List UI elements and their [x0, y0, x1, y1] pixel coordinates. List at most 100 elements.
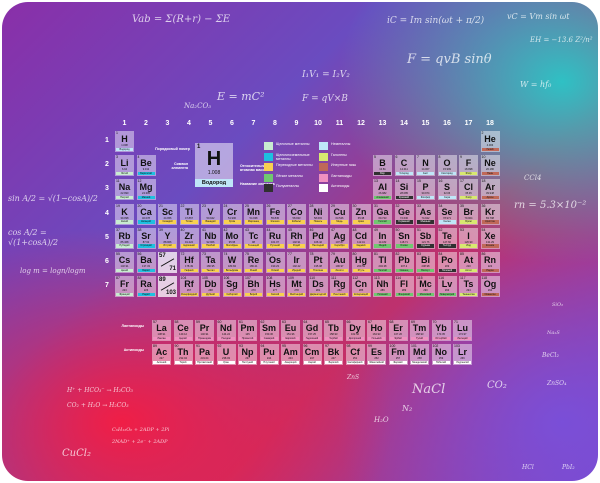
formula-doodle: sin A/2 = √(1−cosA)/2 — [8, 194, 98, 203]
atomic-number: 80 — [352, 252, 357, 256]
element-name: Теннессин — [460, 292, 477, 297]
legend-swatch — [319, 142, 328, 150]
atomic-mass: 55.845 — [271, 216, 279, 220]
formula-doodle: F = qV×B — [302, 94, 348, 104]
element-cell: 111 Rg 282 Рентгений — [330, 276, 349, 298]
atomic-mass: 293 — [444, 289, 450, 293]
atomic-mass: 9.012 — [142, 168, 150, 172]
element-cell: 70 Yb 173.05 Иттербий — [431, 320, 451, 341]
element-cell: 83 Bi 208.98 Висмут — [416, 252, 435, 273]
element-symbol: Mo — [225, 230, 239, 241]
element-symbol: Sn — [398, 230, 410, 241]
atomic-mass: 118.71 — [400, 240, 408, 244]
element-symbol: Mg — [139, 182, 153, 193]
element-name: Эйнштейний — [368, 360, 385, 364]
element-name: Эрбий — [389, 336, 407, 340]
atomic-mass: 251 — [352, 357, 358, 360]
atomic-number: 24 — [223, 203, 228, 208]
element-name: Теллур — [438, 244, 456, 248]
element-symbol: F — [465, 158, 472, 169]
element-cell: 4 Be 9.012 Бериллий — [136, 155, 156, 177]
element-symbol: Ds — [312, 279, 324, 290]
element-cell: 27 Co 58.933 Кобальт — [287, 203, 306, 225]
element-name: Иридий — [288, 268, 305, 272]
atomic-mass: 20.180 — [486, 168, 494, 172]
atomic-mass: 79.904 — [464, 216, 473, 220]
atomic-number: 36 — [481, 203, 486, 208]
element-symbol: Ta — [205, 255, 216, 265]
formula-doodle: NaCl — [412, 382, 446, 397]
element-name: Кальций — [137, 220, 155, 224]
element-name: Литий — [116, 171, 133, 176]
element-cell: 94 Pu 244 Плутоний — [259, 344, 279, 365]
element-name: Калий — [116, 220, 133, 224]
atomic-mass: 227 — [159, 357, 164, 360]
atomic-number: 4 — [137, 155, 140, 160]
element-name: Гафний — [180, 268, 198, 272]
element-cell: 105 Db 268 Дубний — [201, 276, 220, 298]
atomic-mass: 88.906 — [163, 240, 172, 244]
formula-doodle: CCl4 — [524, 174, 542, 182]
formula-doodle: CO₂ — [487, 380, 507, 391]
element-name: Осмий — [266, 268, 284, 272]
element-cell: 26 Fe 55.845 Железо — [265, 203, 285, 225]
atomic-mass: 196.97 — [335, 265, 344, 268]
atomic-mass: 294 — [487, 289, 493, 293]
formula-doodle: N₂ — [402, 404, 413, 413]
element-name: Свинец — [395, 268, 413, 272]
element-name: Рутений — [266, 244, 284, 248]
element-cell: 96 Cm 247 Кюрий — [302, 344, 322, 365]
element-name: Ливерморий — [438, 292, 456, 297]
element-name: Радон — [481, 268, 499, 272]
group-header: 2 — [144, 120, 148, 127]
element-cell: 11 Na 22.990 Натрий — [115, 179, 134, 201]
element-cell: 101 Md 258 Менделевий — [410, 344, 429, 365]
formula-doodle: F = qvB sinθ — [407, 52, 492, 67]
element-name: Дармштадтий — [309, 292, 327, 297]
element-cell: 9 F 18.998 Фтор — [459, 155, 478, 177]
atomic-number: 102 — [432, 344, 439, 348]
atomic-number: 14 — [395, 179, 400, 184]
atomic-mass: 277 — [272, 289, 278, 293]
element-symbol: Mn — [247, 206, 260, 217]
atomic-number: 54 — [481, 227, 486, 232]
atomic-mass: 257 — [395, 357, 401, 360]
atomic-mass: 114.82 — [378, 240, 387, 244]
element-cell: 13 Al 26.982 Алюминий — [373, 179, 392, 201]
element-cell: 32 Ge 72.630 Германий — [394, 203, 414, 225]
atomic-number: 82 — [395, 252, 400, 256]
element-symbol: S — [443, 182, 450, 193]
atomic-mass: 289 — [401, 289, 407, 293]
element-name: Хлор — [460, 195, 477, 200]
element-cell: 54 Xe 131.29 Ксенон — [480, 227, 500, 249]
label-atomic-number: Порядковый номер — [155, 147, 190, 151]
element-cell: 110 Ds 281 Дармштадтий — [308, 276, 328, 298]
atomic-mass: 127.60 — [443, 240, 451, 244]
formula-doodle: C₆H₁₂O₆ + 2ADP + 2Pi — [112, 427, 170, 433]
element-name: Америций — [282, 360, 299, 364]
element-symbol: Po — [441, 255, 453, 265]
atomic-mass: 252 — [374, 357, 379, 360]
atomic-mass: 95.95 — [228, 240, 236, 244]
element-symbol: Rb — [118, 230, 131, 241]
element-symbol: Ce — [177, 323, 189, 333]
atomic-mass: 74.922 — [421, 216, 430, 220]
atomic-mass: 268 — [208, 289, 213, 293]
element-symbol: Xe — [484, 230, 496, 241]
element-cell: 100 Fm 257 Фермий — [388, 344, 408, 365]
atomic-number: 31 — [374, 203, 378, 208]
element-name: Железо — [266, 220, 284, 224]
key-symbol: H — [206, 148, 222, 170]
element-cell: 5 B 10.81 Бор — [373, 155, 392, 177]
atomic-number: 61 — [239, 320, 243, 324]
atomic-number: 90 — [174, 344, 179, 348]
element-cell: 41 Nb 92.906 Ниобий — [201, 227, 220, 249]
element-name: Фермий — [389, 360, 407, 364]
legend-swatch — [264, 163, 273, 171]
element-name: Лантан — [153, 336, 170, 340]
element-cell: 104 Rf 267 Резерфордий — [179, 276, 199, 298]
atomic-number: 42 — [223, 227, 228, 232]
element-cell: 102 No 259 Нобелий — [431, 344, 451, 365]
period-label: 1 — [105, 137, 109, 144]
element-symbol: Ru — [269, 230, 281, 241]
